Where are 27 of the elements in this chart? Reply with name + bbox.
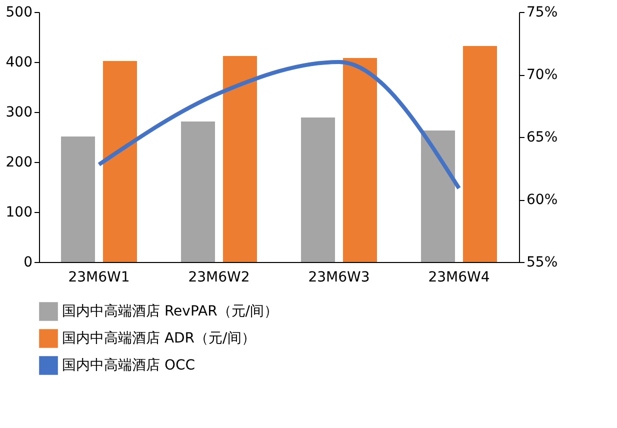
y-tick-label: 400 (6, 54, 32, 70)
legend-label: 国内中高端酒店 ADR（元/间） (62, 330, 256, 346)
bar (301, 118, 335, 262)
y-tick-label: 500 (6, 4, 32, 20)
x-tick-label: 23M6W2 (188, 270, 250, 286)
legend-label: 国内中高端酒店 OCC (62, 358, 196, 374)
bar (61, 136, 95, 262)
y-tick-label: 0 (24, 254, 32, 270)
bar (343, 58, 377, 262)
bar (103, 61, 137, 262)
x-tick-label: 23M6W1 (68, 270, 130, 286)
bar (421, 130, 455, 262)
line-series (97, 60, 461, 190)
bar (223, 56, 257, 262)
bar (181, 122, 215, 262)
legend-label: 国内中高端酒店 RevPAR（元/间） (62, 304, 278, 320)
x-tick-label: 23M6W4 (428, 270, 490, 286)
y-tick-label: 100 (6, 204, 32, 220)
y2-tick-label: 65% (526, 130, 558, 146)
bar (463, 46, 497, 262)
y-tick-label: 300 (6, 104, 32, 120)
x-tick-label: 23M6W3 (308, 270, 370, 286)
y2-tick-label: 70% (526, 67, 558, 83)
y2-tick-label: 60% (526, 192, 558, 208)
y2-tick-label: 75% (526, 4, 558, 20)
y2-tick-label: 55% (526, 254, 558, 270)
y-tick-label: 200 (6, 154, 32, 170)
